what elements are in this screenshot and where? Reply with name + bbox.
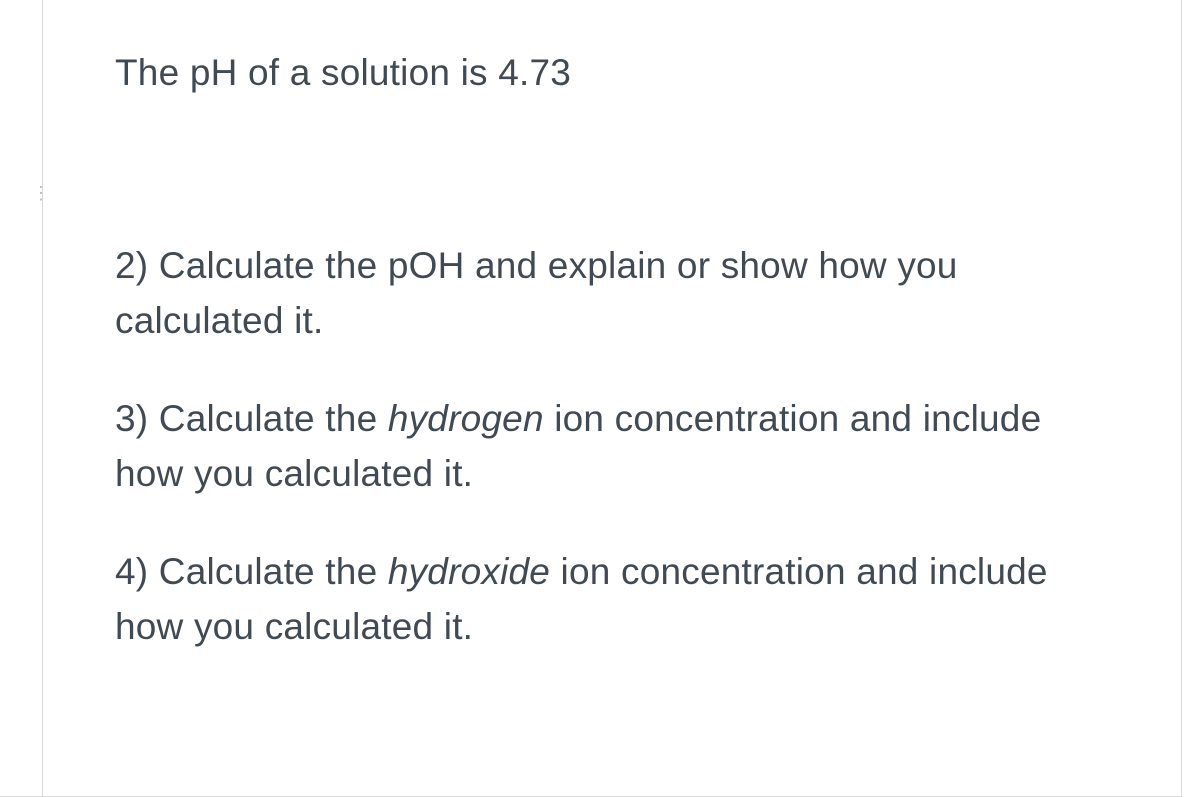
question-3-italic: hydrogen: [388, 398, 544, 439]
question-4-before: 4) Calculate the: [115, 551, 388, 592]
problem-statement: The pH of a solution is 4.73: [115, 48, 1075, 98]
question-4-italic: hydroxide: [388, 551, 550, 592]
question-2: 2) Calculate the pOH and explain or show…: [115, 238, 1075, 349]
question-4: 4) Calculate the hydroxide ion concentra…: [115, 544, 1075, 655]
question-3: 3) Calculate the hydrogen ion concentrat…: [115, 391, 1075, 502]
drag-handle-icon[interactable]: ⋮: [32, 190, 48, 196]
question-content: The pH of a solution is 4.73 2) Calculat…: [115, 48, 1075, 697]
question-3-before: 3) Calculate the: [115, 398, 388, 439]
question-2-text: 2) Calculate the pOH and explain or show…: [115, 245, 958, 342]
